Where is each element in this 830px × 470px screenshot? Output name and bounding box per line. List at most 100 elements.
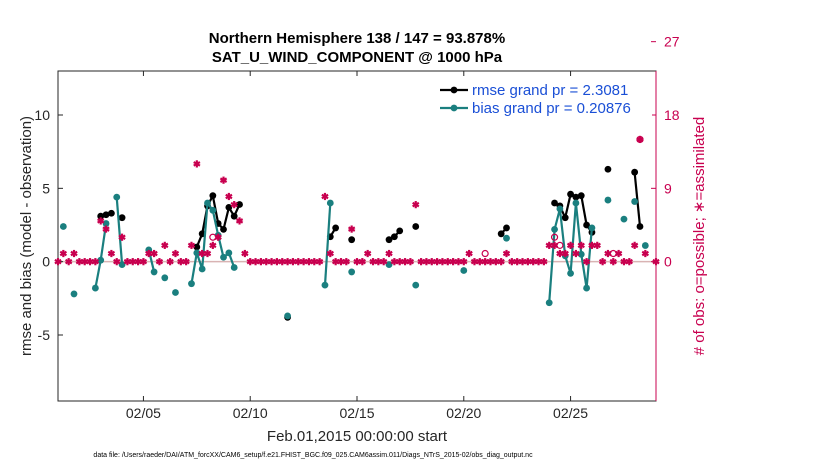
assimilated-obs-marker	[59, 249, 68, 258]
assimilated-obs-marker	[652, 258, 660, 266]
assimilated-obs-marker	[299, 258, 308, 266]
data-point	[545, 299, 553, 307]
assimilated-obs-marker	[113, 258, 121, 266]
asterisk-stroke	[582, 258, 591, 265]
data-point	[193, 243, 201, 251]
data-file-footnote: data file: /Users/raeder/DAI/ATM_forcXX/…	[93, 452, 533, 459]
assimilated-obs-marker	[321, 192, 329, 201]
x-tick-label: 02/25	[553, 405, 588, 421]
data-point	[348, 268, 356, 276]
assimilated-obs-marker	[107, 249, 116, 258]
assimilated-obs-marker	[347, 225, 356, 233]
y2-tick-label: 9	[664, 180, 672, 196]
data-point	[172, 289, 179, 296]
assimilated-obs-marker	[465, 249, 473, 258]
data-point	[631, 198, 639, 205]
data-point	[641, 242, 649, 249]
assimilated-obs-marker	[139, 258, 148, 266]
data-point	[620, 215, 628, 223]
legend-marker-rmse	[450, 86, 458, 94]
legend-label-rmse: rmse grand pr = 2.3081	[472, 82, 628, 99]
assimilated-obs-marker	[86, 258, 94, 266]
assimilated-obs-marker	[177, 258, 185, 266]
data-point	[604, 196, 612, 204]
assimilated-obs-marker	[54, 258, 62, 266]
data-point	[385, 261, 393, 268]
asterisk-stroke	[636, 136, 644, 143]
asterisk-stroke	[380, 258, 388, 265]
assimilated-obs-marker	[534, 258, 543, 266]
assimilated-obs-marker	[444, 258, 452, 266]
asterisk-stroke	[412, 201, 420, 208]
asterisk-stroke	[225, 193, 233, 200]
series-line-segment	[115, 197, 124, 265]
assimilated-obs-marker	[123, 258, 132, 266]
assimilated-obs-marker	[305, 258, 313, 266]
asterisk-stroke	[230, 201, 238, 208]
assimilated-obs-marker	[171, 249, 180, 258]
asterisk-stroke	[70, 250, 78, 257]
asterisk-stroke	[614, 250, 623, 257]
data-point	[556, 205, 564, 213]
data-point	[551, 226, 558, 233]
asterisk-stroke	[59, 250, 68, 257]
data-point	[230, 264, 238, 271]
axis-ticks: 02/05 02/10 02/15 02/20 02/25 -5 0 5 10 0 9 18 27	[34, 34, 679, 421]
data-point	[390, 233, 398, 241]
assimilated-obs-marker	[566, 241, 575, 249]
asterisk-stroke	[641, 250, 649, 257]
asterisk-stroke	[326, 250, 334, 257]
y2-tick-label: 0	[664, 254, 672, 270]
asterisk-stroke	[113, 258, 121, 265]
series-line-segment	[633, 172, 642, 227]
legend-marker-bias	[450, 104, 458, 112]
asterisk-stroke	[609, 258, 617, 265]
asterisk-stroke	[630, 242, 639, 249]
assimilated-obs-marker	[203, 249, 212, 258]
assimilated-obs-marker	[374, 258, 383, 266]
y-tick-label: -5	[38, 327, 51, 343]
asterisk-stroke	[385, 250, 393, 257]
asterisk-stroke	[406, 258, 415, 265]
assimilated-obs-marker	[614, 249, 623, 258]
possible-obs-marker	[550, 233, 559, 241]
data-point	[572, 199, 580, 207]
asterisk-stroke	[550, 242, 559, 249]
assimilated-obs-marker	[187, 241, 196, 249]
assimilated-obs-marker	[289, 258, 297, 266]
data-point	[332, 224, 340, 232]
assimilated-obs-marker	[598, 258, 607, 266]
data-point	[588, 224, 596, 232]
assimilated-obs-marker	[81, 258, 89, 266]
assimilated-obs-marker	[155, 258, 164, 266]
asterisk-stroke	[604, 250, 612, 257]
asterisk-stroke	[561, 250, 569, 257]
assimilated-obs-marker	[390, 258, 399, 266]
assimilated-obs-marker	[150, 249, 158, 258]
assimilated-obs-marker	[251, 258, 260, 266]
assimilated-obs-marker	[636, 135, 644, 144]
data-point	[209, 206, 217, 214]
chart-title: Northern Hemisphere 138 / 147 = 93.878%	[209, 30, 505, 47]
asterisk-stroke	[235, 218, 244, 224]
assimilated-obs-marker	[337, 258, 345, 266]
assimilated-obs-marker	[214, 233, 222, 241]
asterisk-stroke	[214, 234, 222, 240]
assimilated-obs-marker	[353, 258, 361, 266]
assimilated-obs-marker	[502, 249, 511, 258]
asterisk-stroke	[102, 226, 110, 232]
y-axis-label: rmse and bias (model - observation)	[18, 116, 35, 356]
assimilated-obs-marker	[577, 241, 585, 249]
assimilated-obs-marker	[380, 258, 388, 266]
data-point	[236, 201, 243, 208]
assimilated-obs-marker	[161, 241, 169, 249]
data-point	[460, 267, 468, 274]
assimilated-obs-marker	[257, 258, 265, 266]
data-point	[113, 193, 121, 201]
asterisk-stroke	[118, 234, 126, 240]
asterisk-stroke	[203, 250, 212, 257]
assimilated-obs-marker	[593, 241, 601, 249]
assimilated-obs-marker	[550, 241, 559, 249]
asterisk-stroke	[219, 177, 228, 183]
data-point	[118, 261, 126, 268]
